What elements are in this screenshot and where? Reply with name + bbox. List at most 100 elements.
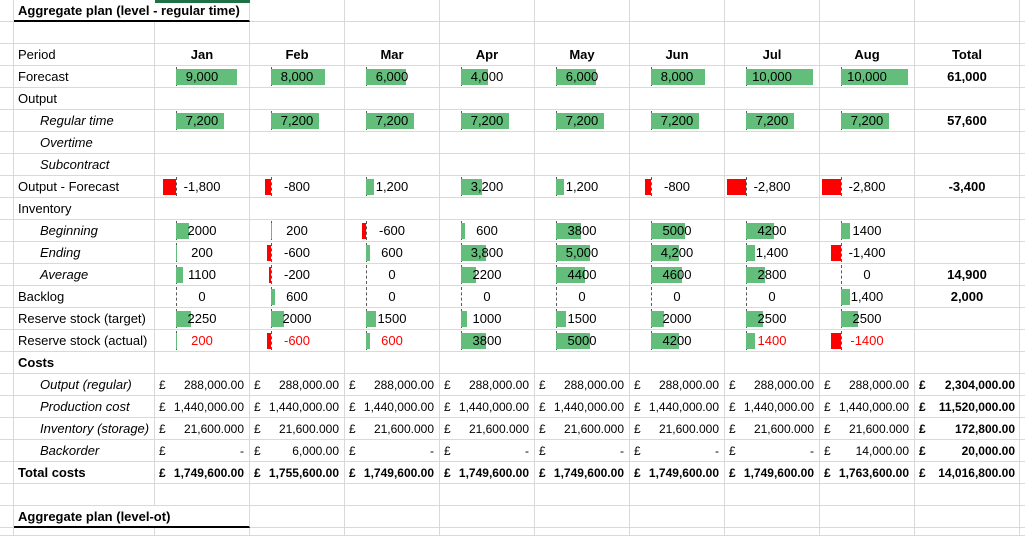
cell-output-regular-jul[interactable]: £288,000.00 [725,374,820,396]
cell-reserve-stock-actual-may[interactable]: 5000 [535,330,630,352]
cell-subcontract-jun[interactable] [630,154,725,176]
cell-subcontract-aug[interactable] [820,154,915,176]
row-label-costs[interactable]: Costs [14,352,155,374]
empty-cell[interactable] [820,506,915,528]
empty-cell[interactable] [345,352,440,374]
empty-cell[interactable] [345,22,440,44]
row-label-subcontract[interactable]: Subcontract [14,154,155,176]
row-label-ending[interactable]: Ending [14,242,155,264]
cell-total-costs-jan[interactable]: £1,749,600.00 [155,462,250,484]
empty-cell[interactable] [630,506,725,528]
empty-cell[interactable] [820,528,915,536]
cell-backorder-jan[interactable]: £ - [155,440,250,462]
cell-overtime-jan[interactable] [155,132,250,154]
cell-inventory-storage-jun[interactable]: £21,600.000 [630,418,725,440]
cell-reserve-stock-actual-feb[interactable]: -600 [250,330,345,352]
empty-cell[interactable] [345,484,440,506]
cell-backorder-feb[interactable]: £6,000.00 [250,440,345,462]
cell-overtime-aug[interactable] [820,132,915,154]
empty-cell[interactable] [915,484,1020,506]
cell-output-forecast-total[interactable]: -3,400 [915,176,1020,198]
cell-regular-time-total[interactable]: 57,600 [915,110,1020,132]
cell-output-forecast-jul[interactable]: -2,800 [725,176,820,198]
cell-reserve-stock-actual-aug[interactable]: -1400 [820,330,915,352]
empty-cell[interactable] [250,506,345,528]
cell-average-jan[interactable]: 1100 [155,264,250,286]
empty-cell[interactable] [630,88,725,110]
cell-subcontract-jul[interactable] [725,154,820,176]
cell-reserve-stock-actual-jun[interactable]: 4200 [630,330,725,352]
cell-regular-time-may[interactable]: 7,200 [535,110,630,132]
cell-ending-may[interactable]: 5,000 [535,242,630,264]
empty-cell[interactable] [250,88,345,110]
cell-reserve-stock-target-apr[interactable]: 1000 [440,308,535,330]
cell-production-cost-total[interactable]: £11,520,000.00 [915,396,1020,418]
empty-cell[interactable] [915,528,1020,536]
header-jun[interactable]: Jun [630,44,725,66]
cell-reserve-stock-actual-apr[interactable]: 3800 [440,330,535,352]
cell-reserve-stock-target-may[interactable]: 1500 [535,308,630,330]
cell-beginning-apr[interactable]: 600 [440,220,535,242]
row-label-output-forecast[interactable]: Output - Forecast [14,176,155,198]
empty-cell[interactable] [630,352,725,374]
cell-forecast-total[interactable]: 61,000 [915,66,1020,88]
cell-backlog-total[interactable]: 2,000 [915,286,1020,308]
cell-inventory-storage-apr[interactable]: £21,600.000 [440,418,535,440]
cell-total-costs-aug[interactable]: £1,763,600.00 [820,462,915,484]
cell-output-forecast-may[interactable]: 1,200 [535,176,630,198]
cell-output-forecast-apr[interactable]: 3,200 [440,176,535,198]
empty-cell[interactable] [440,88,535,110]
header-mar[interactable]: Mar [345,44,440,66]
cell-overtime-jun[interactable] [630,132,725,154]
cell-output-regular-aug[interactable]: £288,000.00 [820,374,915,396]
gutter-cell[interactable] [0,264,14,286]
row-label-beginning[interactable]: Beginning [14,220,155,242]
cell-output-forecast-jun[interactable]: -800 [630,176,725,198]
empty-cell[interactable] [725,352,820,374]
header-apr[interactable]: Apr [440,44,535,66]
cell-forecast-feb[interactable]: 8,000 [250,66,345,88]
cell-output-regular-jun[interactable]: £288,000.00 [630,374,725,396]
cell-overtime-feb[interactable] [250,132,345,154]
cell-regular-time-apr[interactable]: 7,200 [440,110,535,132]
empty-cell[interactable] [345,528,440,536]
cell-overtime-total[interactable] [915,132,1020,154]
cell-forecast-apr[interactable]: 4,000 [440,66,535,88]
cell-total-costs-may[interactable]: £1,749,600.00 [535,462,630,484]
empty-cell[interactable] [820,0,915,22]
cell-forecast-jul[interactable]: 10,000 [725,66,820,88]
empty-cell[interactable] [535,88,630,110]
cell-backlog-apr[interactable]: 0 [440,286,535,308]
empty-cell[interactable] [725,484,820,506]
empty-cell[interactable] [250,484,345,506]
empty-cell[interactable] [345,88,440,110]
gutter-cell[interactable] [0,484,14,506]
cell-output-regular-jan[interactable]: £288,000.00 [155,374,250,396]
row-label-backlog[interactable]: Backlog [14,286,155,308]
cell-ending-apr[interactable]: 3,800 [440,242,535,264]
row-label-reserve-stock-actual[interactable]: Reserve stock (actual) [14,330,155,352]
cell-beginning-jan[interactable]: 2000 [155,220,250,242]
empty-cell[interactable] [630,528,725,536]
gutter-cell[interactable] [0,154,14,176]
empty-cell[interactable] [440,22,535,44]
empty-cell[interactable] [820,198,915,220]
row-label-blank-1[interactable] [14,22,155,44]
cell-beginning-jun[interactable]: 5000 [630,220,725,242]
cell-backorder-aug[interactable]: £14,000.00 [820,440,915,462]
empty-cell[interactable] [535,0,630,22]
row-label-backorder[interactable]: Backorder [14,440,155,462]
cell-ending-feb[interactable]: -600 [250,242,345,264]
row-label-overtime[interactable]: Overtime [14,132,155,154]
row-label-forecast[interactable]: Forecast [14,66,155,88]
empty-cell[interactable] [440,0,535,22]
cell-overtime-apr[interactable] [440,132,535,154]
empty-cell[interactable] [345,506,440,528]
cell-reserve-stock-target-jan[interactable]: 2250 [155,308,250,330]
cell-inventory-storage-total[interactable]: £172,800.00 [915,418,1020,440]
cell-total-costs-mar[interactable]: £1,749,600.00 [345,462,440,484]
empty-cell[interactable] [535,506,630,528]
header-total[interactable]: Total [915,44,1020,66]
cell-backorder-jul[interactable]: £ - [725,440,820,462]
cell-backorder-total[interactable]: £20,000.00 [915,440,1020,462]
